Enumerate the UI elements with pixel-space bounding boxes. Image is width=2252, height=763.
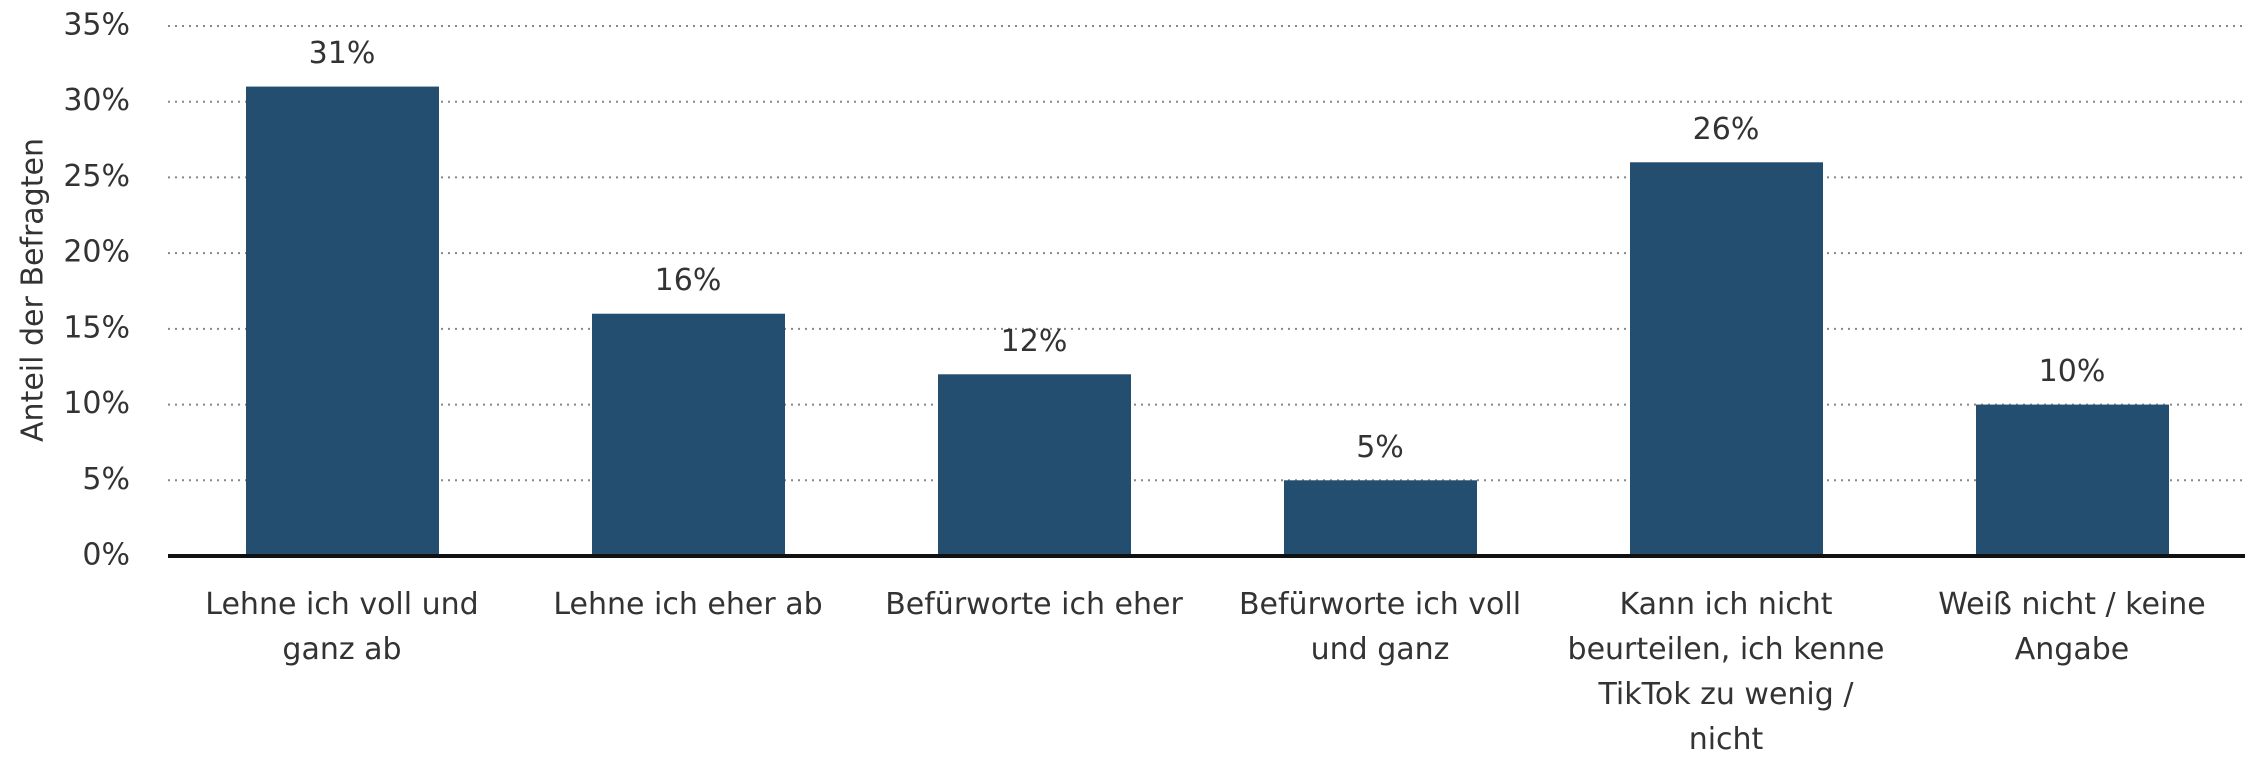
- y-tick-label: 20%: [63, 235, 130, 270]
- y-tick-label: 15%: [63, 310, 130, 345]
- value-label: 12%: [1001, 324, 1068, 359]
- x-tick-label: Lehne ich eher ab: [553, 587, 823, 622]
- y-tick-label: 5%: [82, 462, 130, 497]
- x-tick-label: Weiß nicht / keine Angabe: [1938, 587, 2206, 667]
- value-label: 5%: [1356, 430, 1404, 465]
- y-tick-label: 0%: [82, 538, 130, 573]
- x-tick-label: Lehne ich voll und ganz ab: [205, 587, 479, 667]
- y-tick-label: 10%: [63, 386, 130, 421]
- bar: [1630, 162, 1823, 557]
- value-label: 16%: [655, 263, 722, 298]
- y-axis-label: Anteil der Befragten: [16, 138, 51, 442]
- x-tick-label: Befürworte ich voll und ganz: [1238, 587, 1522, 667]
- value-label: 31%: [309, 36, 376, 71]
- bar: [246, 86, 439, 557]
- value-label: 26%: [1693, 112, 1760, 147]
- bar: [592, 313, 785, 556]
- bar: [1284, 480, 1477, 556]
- x-tick-label: Befürworte ich eher: [885, 587, 1183, 622]
- x-tick-label: Kann ich nicht beurteilen, ich kenne Tik…: [1567, 587, 1885, 757]
- y-tick-label: 30%: [63, 83, 130, 118]
- y-tick-label: 35%: [63, 8, 130, 43]
- y-tick-label: 25%: [63, 159, 130, 194]
- bar: [1976, 404, 2169, 556]
- value-label: 10%: [2039, 354, 2106, 389]
- bar: [938, 374, 1131, 556]
